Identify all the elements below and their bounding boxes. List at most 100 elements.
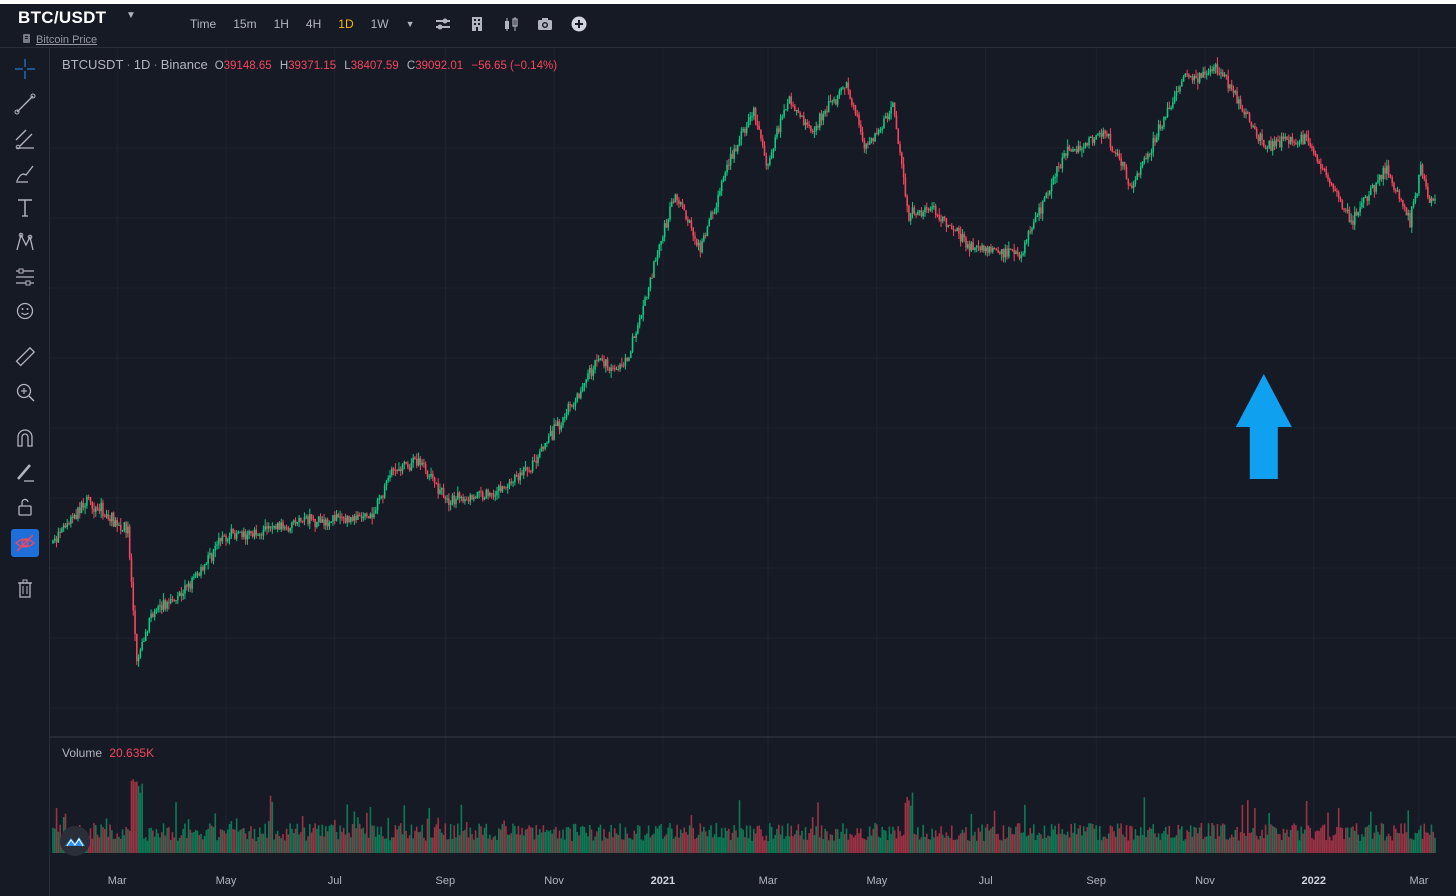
- trash-icon[interactable]: [13, 577, 37, 601]
- candle-body: [107, 514, 110, 520]
- candle-body: [98, 508, 101, 512]
- chart-logo-icon[interactable]: [60, 826, 90, 856]
- volume-bar: [1430, 824, 1433, 853]
- candle: [881, 126, 883, 134]
- subtitle-link[interactable]: Bitcoin Price: [36, 34, 98, 46]
- tf-15m[interactable]: 15m: [233, 17, 257, 31]
- symbol-dropdown-icon[interactable]: ▼: [126, 10, 136, 21]
- candle: [178, 590, 181, 597]
- volume-bar: [854, 835, 857, 853]
- volume-bar: [260, 833, 263, 853]
- tf-1h[interactable]: 1H: [273, 17, 289, 31]
- candle: [1193, 74, 1196, 85]
- tf-4h[interactable]: 4H: [305, 17, 322, 31]
- candle: [1131, 181, 1133, 189]
- hide-drawings-icon[interactable]: [11, 529, 39, 557]
- volume-bar: [986, 824, 989, 853]
- volume-bar: [1180, 826, 1183, 853]
- candle: [970, 240, 973, 253]
- ruler-icon[interactable]: [13, 345, 37, 369]
- candle-body: [1419, 164, 1422, 175]
- crosshair-icon[interactable]: [13, 57, 37, 81]
- zoom-in-icon[interactable]: [13, 380, 37, 404]
- tf-1w[interactable]: 1W: [370, 17, 389, 31]
- candle-body: [646, 296, 648, 298]
- lock-icon[interactable]: [13, 495, 37, 519]
- candle: [637, 322, 639, 335]
- camera-icon[interactable]: [537, 16, 553, 32]
- candle-body: [840, 87, 842, 92]
- emoji-icon[interactable]: [13, 299, 37, 323]
- add-indicator-icon[interactable]: [571, 16, 587, 32]
- magnet-icon[interactable]: [13, 426, 37, 450]
- volume-bar: [483, 827, 486, 853]
- volume-bar: [89, 828, 92, 853]
- candle-body: [358, 514, 361, 517]
- candle: [160, 601, 163, 614]
- more-timeframes-icon[interactable]: ▼: [405, 19, 415, 29]
- volume-bar: [1157, 833, 1160, 853]
- volume-bar: [314, 823, 316, 853]
- volume-bar: [478, 823, 480, 853]
- candle: [892, 101, 894, 108]
- candle: [886, 112, 889, 123]
- trend-line-icon[interactable]: [13, 92, 37, 116]
- volume-bar: [585, 832, 587, 853]
- candle-body: [405, 461, 407, 464]
- text-tool-icon[interactable]: [13, 196, 37, 220]
- candlestick-type-icon[interactable]: [503, 16, 519, 32]
- candle: [879, 127, 882, 134]
- candle-body: [326, 519, 329, 527]
- candle: [55, 535, 58, 548]
- candle-body: [983, 245, 985, 252]
- pitchfork-icon[interactable]: [13, 127, 37, 151]
- forecast-tool-icon[interactable]: [13, 265, 37, 289]
- candle: [1205, 70, 1208, 80]
- volume-bar: [1002, 825, 1005, 853]
- candle: [542, 446, 545, 452]
- volume-bar: [1022, 832, 1024, 853]
- tf-1d[interactable]: 1D: [338, 17, 354, 31]
- candle: [153, 608, 156, 621]
- tf-time[interactable]: Time: [190, 17, 217, 31]
- candle-body: [476, 491, 479, 499]
- candle-body: [1164, 116, 1167, 118]
- candle: [198, 572, 201, 577]
- volume-bar: [531, 827, 534, 853]
- candle-body: [77, 507, 79, 520]
- settings-sliders-icon[interactable]: [435, 16, 451, 32]
- symbol-title[interactable]: BTC/USDT: [18, 8, 107, 27]
- volume-bar: [1161, 833, 1163, 853]
- candle-body: [374, 510, 377, 514]
- candle: [899, 141, 901, 156]
- candle-body: [1361, 202, 1363, 208]
- candle-body: [790, 96, 793, 105]
- volume-bar: [264, 823, 267, 853]
- symbol-subtitle[interactable]: Bitcoin Price: [22, 33, 97, 47]
- volume-bar: [701, 831, 703, 853]
- candle: [1234, 89, 1237, 96]
- pattern-tool-icon[interactable]: [13, 230, 37, 254]
- candle: [1350, 213, 1352, 225]
- volume-bar: [870, 835, 873, 853]
- candle-body: [1090, 136, 1092, 138]
- volume-bar: [1289, 829, 1292, 853]
- volume-bar: [1432, 831, 1435, 853]
- volume-bar: [779, 834, 782, 853]
- x-tick-label: Nov: [544, 875, 564, 887]
- candle-body: [1154, 138, 1156, 143]
- candle: [103, 513, 106, 518]
- building-icon[interactable]: [469, 16, 485, 32]
- volume-bar: [430, 837, 432, 853]
- brush-icon[interactable]: [13, 161, 37, 185]
- volume-bar: [753, 828, 755, 853]
- candle-body: [312, 518, 315, 520]
- candle: [1200, 72, 1203, 79]
- price-chart[interactable]: Mar May Jul Sep Nov 2021 Mar May Jul Sep Nov 2022 Ma…: [50, 48, 1456, 896]
- volume-bar: [353, 811, 356, 853]
- candle: [867, 141, 869, 149]
- volume-bar: [333, 819, 336, 853]
- candle-body: [1197, 78, 1199, 83]
- candle: [1264, 144, 1267, 150]
- drawing-mode-icon[interactable]: [13, 460, 37, 484]
